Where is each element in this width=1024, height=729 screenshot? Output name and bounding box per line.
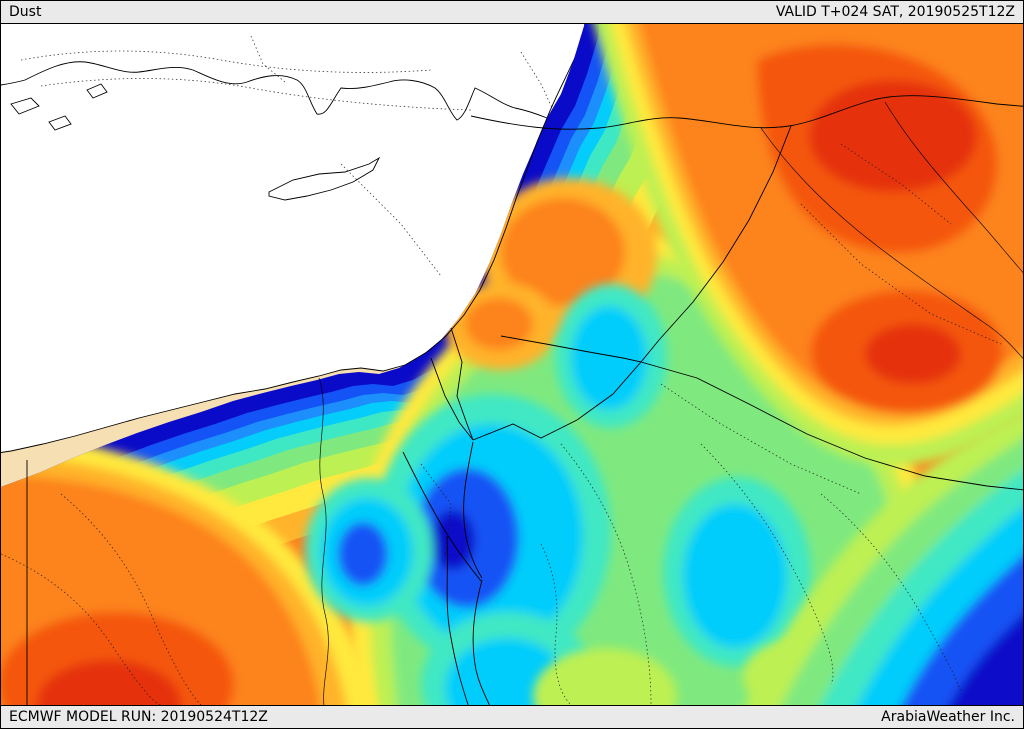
branding-label: ArabiaWeather Inc.: [881, 709, 1015, 725]
tigris-river: [884, 101, 1023, 274]
red-sea-east-coast: [472, 579, 490, 705]
coastlines: [1, 117, 548, 705]
admin-boundaries-dotted: [1, 35, 1002, 705]
country-borders: [26, 95, 1023, 705]
valid-time-label: VALID T+024 SAT, 20190525T12Z: [775, 4, 1015, 20]
dust-field: [1, 24, 1023, 705]
levant-orange-patches: [445, 178, 657, 370]
aegean-island: [48, 115, 72, 131]
header-bar: Dust VALID T+024 SAT, 20190525T12Z: [1, 1, 1023, 24]
footer-bar: ECMWF MODEL RUN: 20190524T12Z ArabiaWeat…: [1, 705, 1023, 728]
product-title: Dust: [9, 4, 42, 20]
southwest-high-dust-mass: [1, 430, 385, 705]
rivers: [318, 101, 1023, 705]
red-sea-west-coast: [446, 535, 469, 705]
nile-river: [318, 377, 329, 705]
aegean-island: [86, 83, 108, 99]
northeast-severe-dust-mass: [571, 24, 1023, 466]
map-canvas: [1, 24, 1023, 705]
gulf-of-aqaba-coast: [463, 441, 483, 579]
aegean-island: [10, 97, 40, 115]
low-dust-pockets: [305, 284, 811, 705]
gulf-of-suez-coast: [402, 451, 482, 582]
model-run-label: ECMWF MODEL RUN: 20190524T12Z: [9, 709, 268, 725]
turkey-landmass: [1, 24, 590, 121]
dust-forecast-map: [1, 24, 1023, 705]
southeast-low-band: [727, 402, 1023, 705]
cyprus-island: [268, 156, 381, 201]
euphrates-river: [760, 127, 1023, 359]
